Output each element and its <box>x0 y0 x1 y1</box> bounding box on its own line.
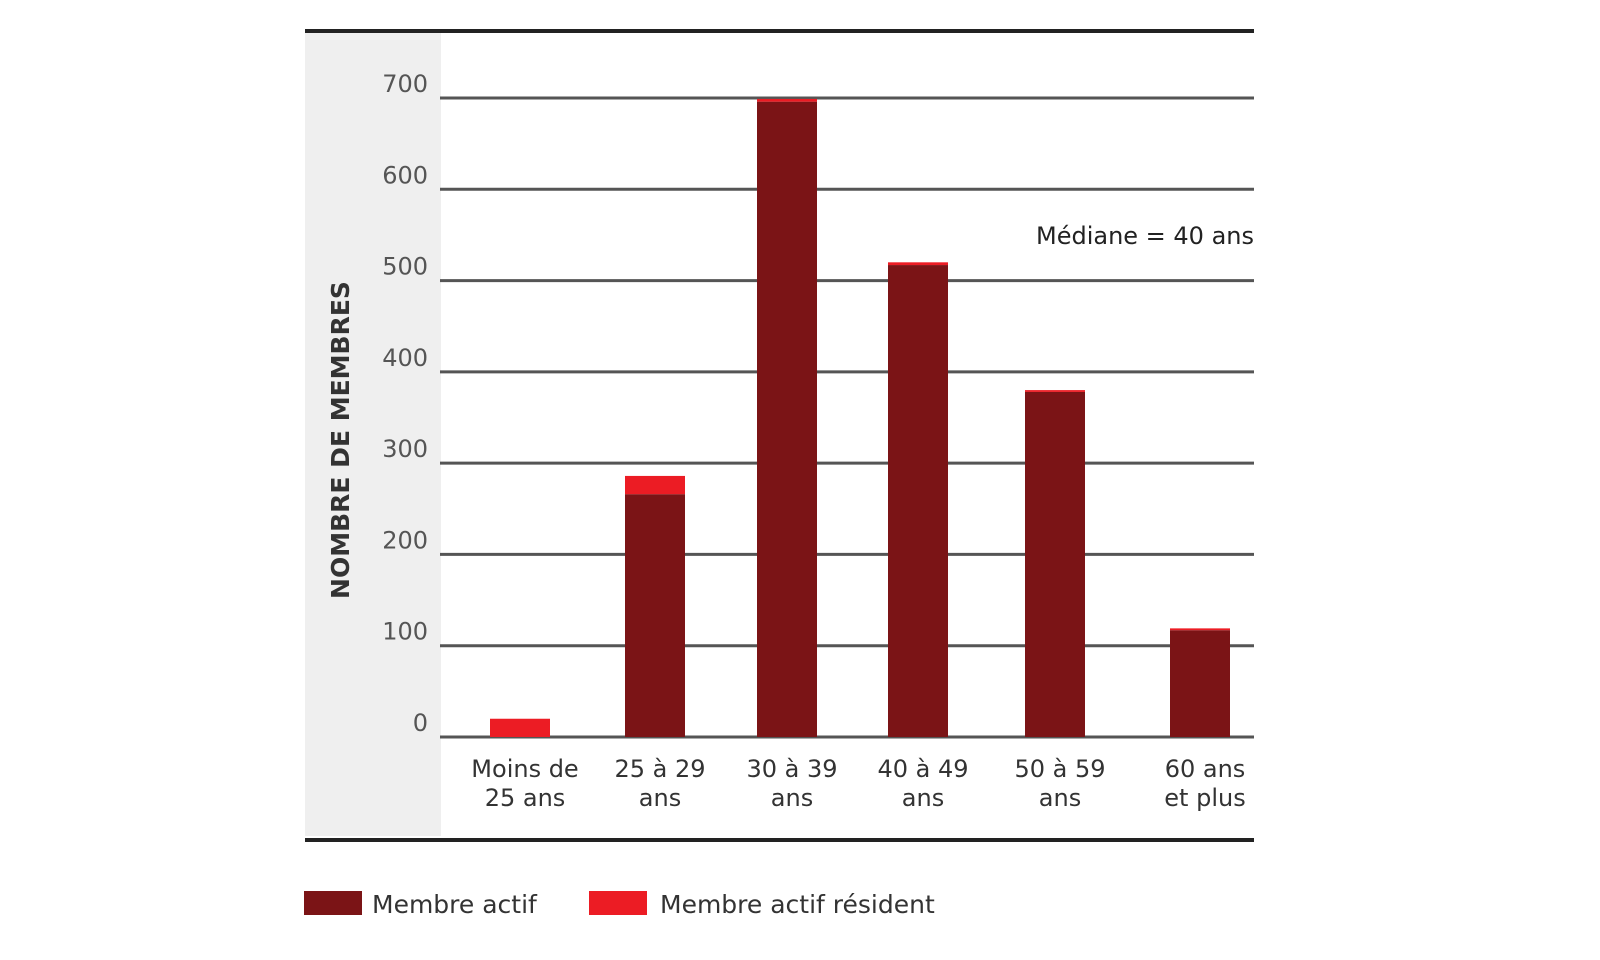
x-tick-label: 25 à 29 <box>614 755 705 783</box>
bar-membre-actif-resident <box>1170 628 1230 631</box>
legend-label-membre-actif-resident: Membre actif résident <box>660 890 935 919</box>
legend-swatch-membre-actif <box>304 891 362 915</box>
y-tick-label: 400 <box>382 344 428 372</box>
bar-membre-actif-resident <box>490 718 550 737</box>
x-tick-label: Moins de <box>471 755 578 783</box>
x-tick-label: 40 à 49 <box>877 755 968 783</box>
x-tick-label: et plus <box>1164 784 1245 812</box>
x-tick-label: 30 à 39 <box>746 755 837 783</box>
legend-swatch-membre-actif-resident <box>589 891 647 915</box>
y-tick-label: 100 <box>382 618 428 646</box>
x-tick-label: 50 à 59 <box>1014 755 1105 783</box>
legend-label-membre-actif: Membre actif <box>372 890 538 919</box>
x-tick-label: 60 ans <box>1165 755 1246 783</box>
y-tick-label: 300 <box>382 435 428 463</box>
axis-panel <box>305 33 441 836</box>
y-tick-label: 700 <box>382 70 428 98</box>
legend: Membre actif Membre actif résident <box>304 890 935 919</box>
x-tick-label: ans <box>1039 784 1081 812</box>
bar-membre-actif <box>1170 630 1230 737</box>
x-tick-label: ans <box>902 784 944 812</box>
bar-membre-actif <box>888 265 948 737</box>
x-tick-label: ans <box>771 784 813 812</box>
y-tick-label: 0 <box>413 709 428 737</box>
bar-membre-actif-resident <box>1025 390 1085 392</box>
bar-membre-actif-resident <box>757 98 817 102</box>
y-tick-label: 500 <box>382 253 428 281</box>
bar-membre-actif-resident <box>625 475 685 495</box>
y-axis-label: NOMBRE DE MEMBRES <box>326 281 355 599</box>
bar-membre-actif <box>1025 391 1085 737</box>
bar-membre-actif-resident <box>888 262 948 266</box>
median-annotation: Médiane = 40 ans <box>1036 222 1254 250</box>
y-tick-label: 200 <box>382 526 428 554</box>
bar-membre-actif <box>625 494 685 737</box>
y-tick-label: 600 <box>382 161 428 189</box>
bar-membre-actif <box>757 101 817 737</box>
x-tick-label: ans <box>639 784 681 812</box>
x-tick-label: 25 ans <box>485 784 566 812</box>
